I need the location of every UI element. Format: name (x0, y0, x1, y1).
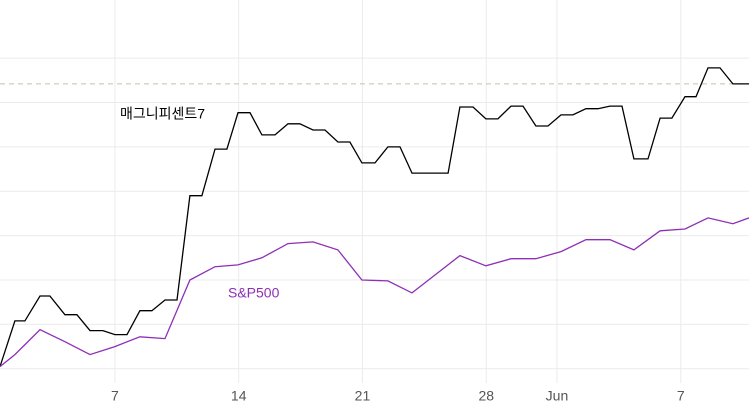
x-tick-label: 7 (111, 388, 119, 404)
x-tick-label: 7 (677, 388, 685, 404)
x-tick-label: 14 (231, 388, 247, 404)
x-tick-label: 21 (355, 388, 371, 404)
x-tick-label: 28 (478, 388, 494, 404)
x-tick-label: Jun (546, 388, 569, 404)
series-line (0, 67, 749, 367)
series-label: 매그니피센트7 (120, 106, 205, 122)
series-line (0, 217, 749, 368)
series-label: S&P500 (228, 285, 280, 301)
